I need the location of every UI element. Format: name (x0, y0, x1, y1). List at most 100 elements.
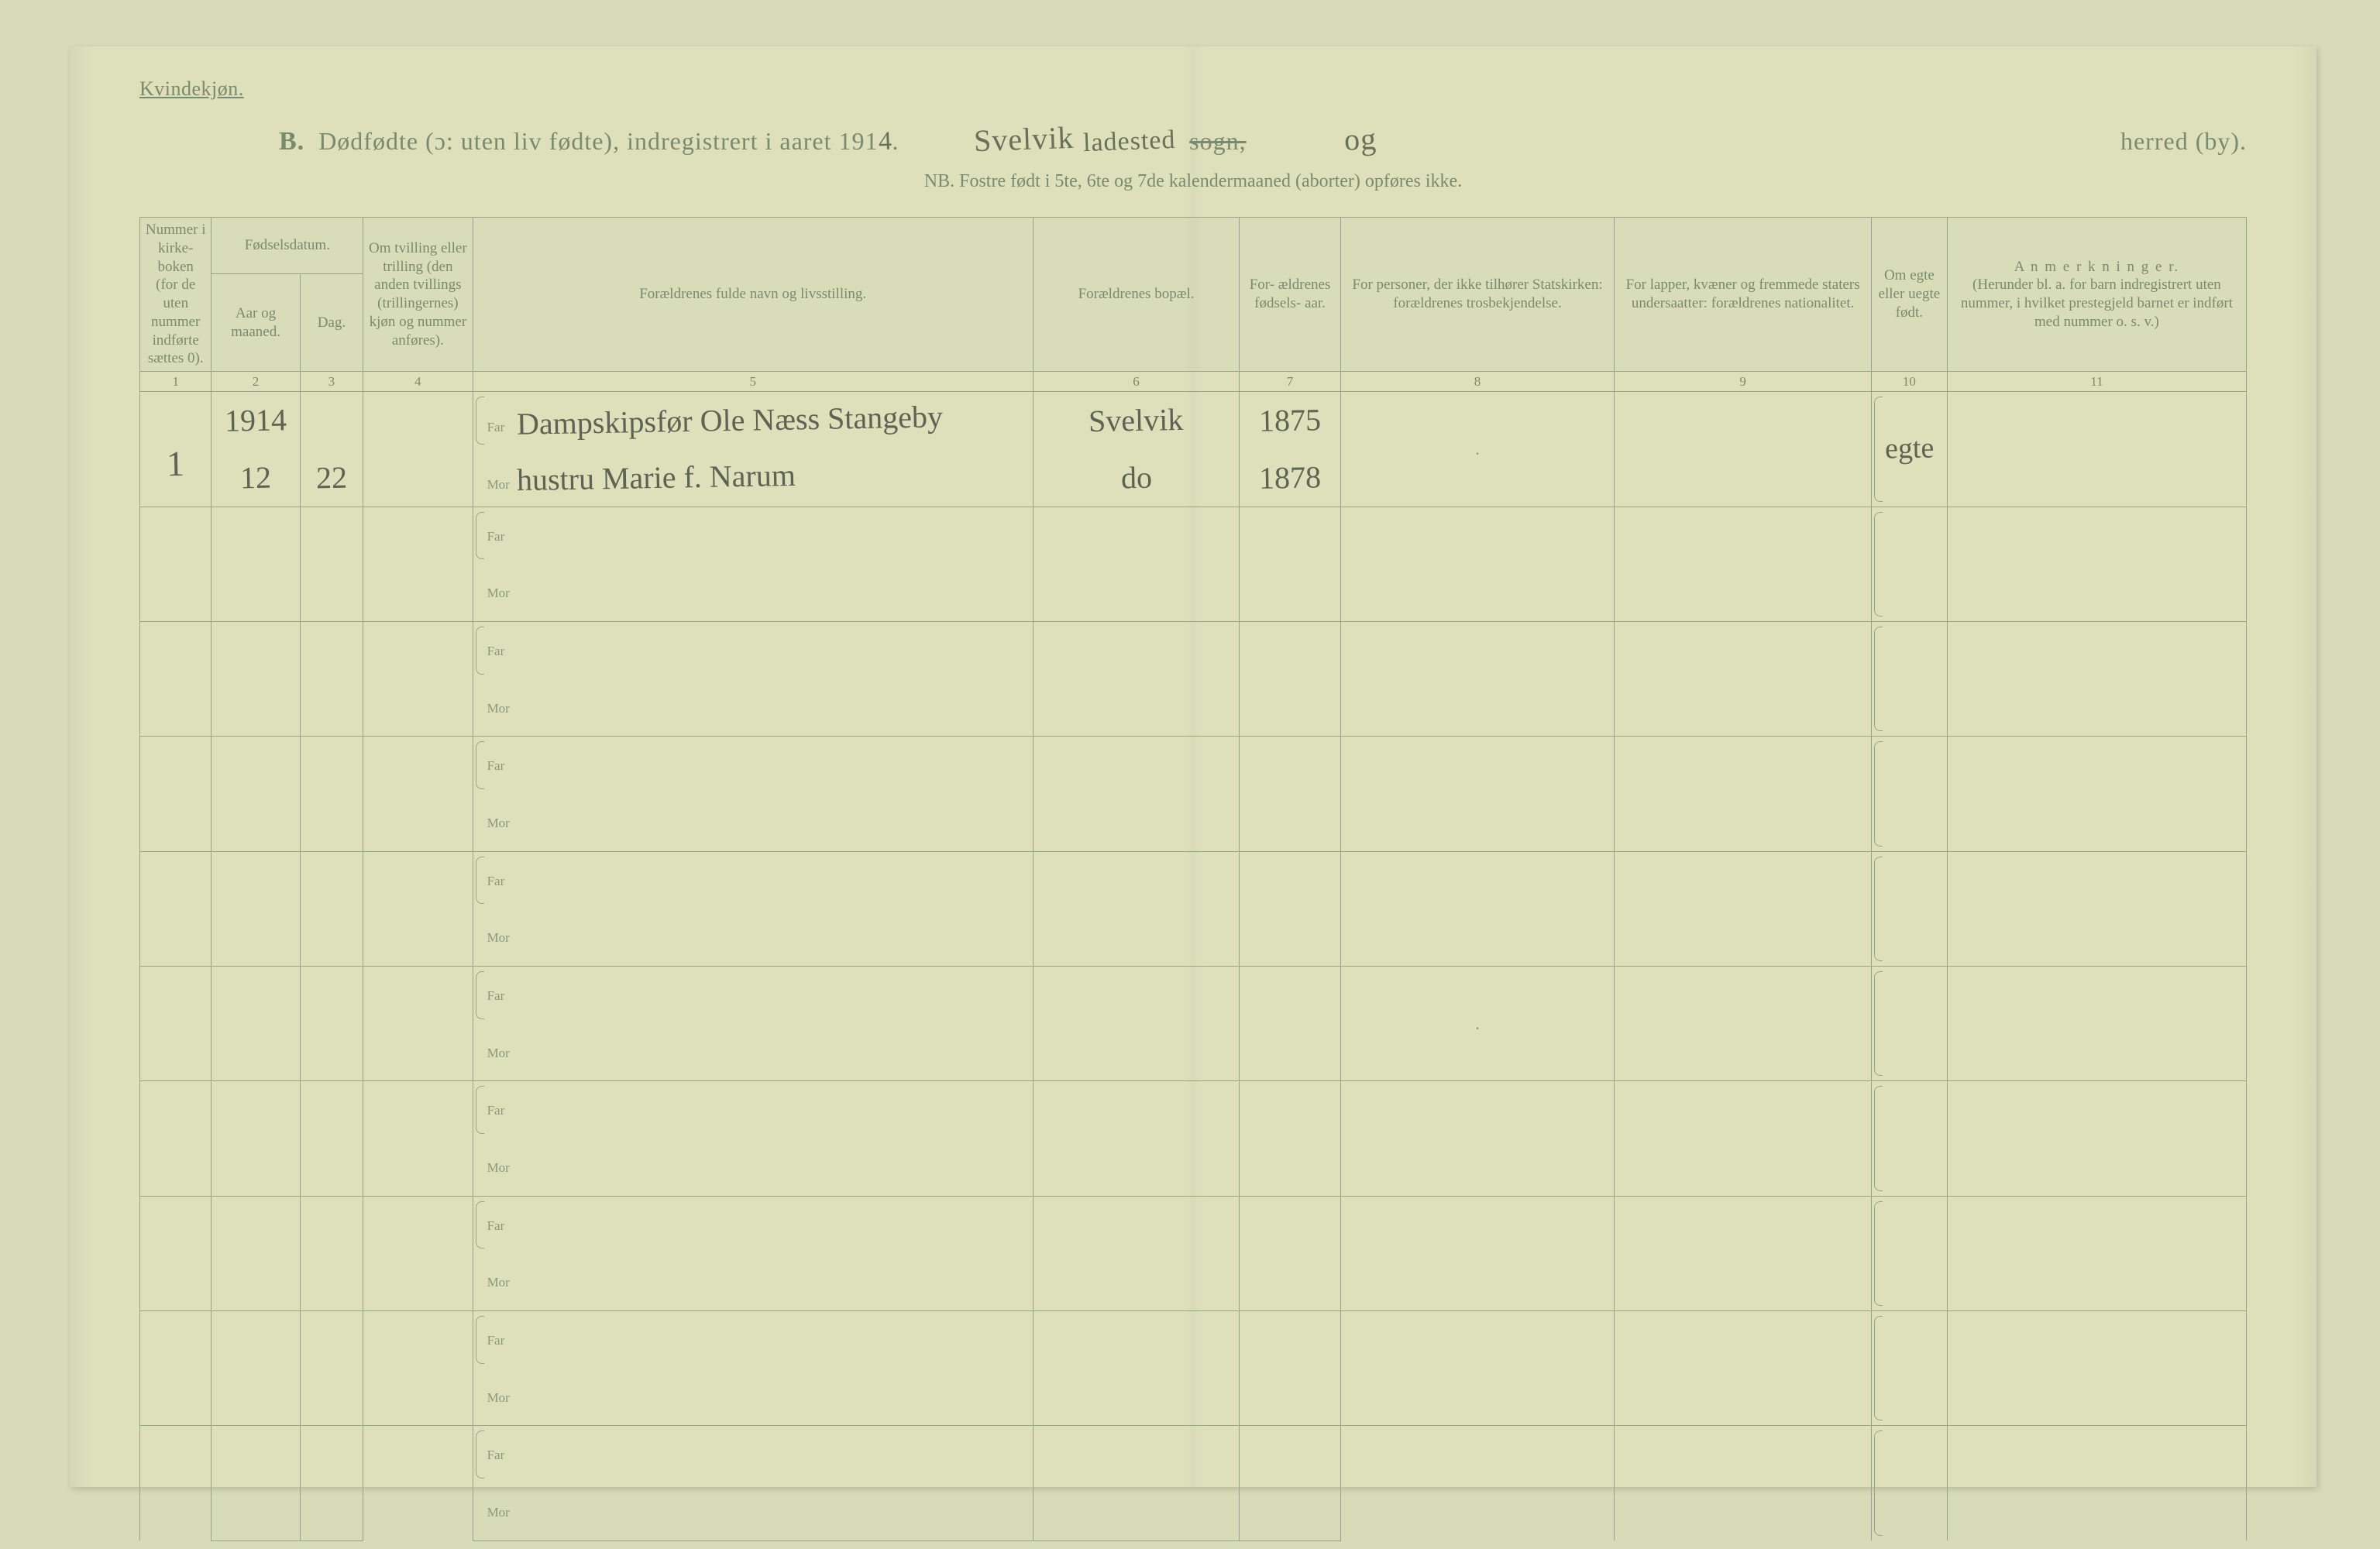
table-cell (1615, 851, 1872, 966)
table-cell (212, 1369, 300, 1426)
h-col7: For- ældrenes fødsels- aar. (1240, 218, 1341, 372)
table-cell (363, 851, 473, 966)
table-cell (1340, 1426, 1614, 1540)
table-cell (1615, 966, 1872, 1080)
table-cell (1871, 737, 1947, 851)
table-cell (1615, 1426, 1872, 1540)
table-cell (1947, 621, 2246, 736)
table-body: 11914FarDampskipsfør Ole Næss StangebySv… (140, 392, 2247, 1541)
table-cell (140, 1311, 212, 1426)
table-cell (1615, 1196, 1872, 1310)
h-col2a: Aar og maaned. (212, 274, 300, 372)
table-cell (212, 737, 300, 794)
title-printed: Dødfødte (ɔ: uten liv fødte), indregistr… (318, 127, 899, 156)
mor-label: Mor (480, 1274, 517, 1290)
table-row: Far (140, 507, 2247, 564)
table-cell (1615, 392, 1872, 507)
table-cell (1871, 851, 1947, 966)
table-cell (1871, 621, 1947, 736)
far-label: Far (480, 528, 517, 544)
table-cell (1033, 1139, 1239, 1196)
head-row-nums: 1 2 3 4 5 6 7 8 9 10 11 (140, 372, 2247, 392)
table-cell: do (1033, 449, 1239, 507)
table-cell (1240, 1139, 1341, 1196)
handwritten-entry: 1878 (1259, 458, 1322, 497)
table-cell (1615, 737, 1872, 851)
table-cell (212, 851, 300, 908)
table-cell: Mor (473, 1483, 1033, 1540)
n8: 8 (1340, 372, 1614, 392)
table-row: Far (140, 1081, 2247, 1139)
table-cell (1033, 1196, 1239, 1253)
handwritten-entry: 1914 (225, 400, 287, 440)
table-cell (363, 1311, 473, 1426)
n1: 1 (140, 372, 212, 392)
mor-label: Mor (480, 476, 517, 493)
table-row: 11914FarDampskipsfør Ole Næss StangebySv… (140, 392, 2247, 449)
h-col10: Om egte eller uegte født. (1871, 218, 1947, 372)
table-cell: FarDampskipsfør Ole Næss Stangeby (473, 392, 1033, 449)
table-cell (1240, 564, 1341, 621)
table-cell (1033, 1483, 1239, 1540)
herred-label: herred (by). (2120, 127, 2247, 156)
h-col11-sub: (Herunder bl. a. for barn indregistrert … (1952, 276, 2241, 331)
table-cell (1033, 737, 1239, 794)
ledger-table-wrap: Nummer i kirke- boken (for de uten numme… (139, 217, 2247, 1456)
ladested-handwritten: ladested (1082, 125, 1176, 158)
sogn-label-struck: sogn, (1189, 127, 1246, 156)
table-cell (1240, 1024, 1341, 1081)
table-cell (300, 1196, 363, 1253)
table-cell (1947, 851, 2246, 966)
table-cell (1033, 794, 1239, 851)
table-cell (1871, 507, 1947, 621)
far-label: Far (480, 643, 517, 659)
table-cell (1240, 966, 1341, 1023)
h-col2-group: Fødselsdatum. (212, 218, 363, 274)
table-cell (1615, 1311, 1872, 1426)
handwritten-entry: Dampskipsfør Ole Næss Stangeby (516, 397, 943, 444)
table-cell (140, 507, 212, 621)
table-cell (140, 1081, 212, 1196)
ledger-table: Nummer i kirke- boken (for de uten numme… (139, 217, 2247, 1541)
handwritten-entry: egte (1884, 431, 1934, 469)
table-cell (300, 1483, 363, 1540)
mor-label: Mor (480, 1159, 517, 1176)
table-cell (300, 1426, 363, 1483)
table-cell (1340, 737, 1614, 851)
table-cell (140, 966, 212, 1080)
table-row: Far (140, 737, 2247, 794)
table-cell (1340, 1311, 1614, 1426)
table-cell (1947, 737, 2246, 851)
table-cell (1615, 507, 1872, 621)
head-row-1: Nummer i kirke- boken (for de uten numme… (140, 218, 2247, 274)
table-cell (1871, 966, 1947, 1080)
table-cell (1240, 908, 1341, 966)
table-cell (1340, 1196, 1614, 1310)
table-cell (1033, 1081, 1239, 1139)
table-cell (363, 1196, 473, 1310)
table-cell (212, 1426, 300, 1483)
section-letter: B. (279, 127, 304, 156)
table-cell (1240, 851, 1341, 908)
table-cell (300, 966, 363, 1023)
mor-label: Mor (480, 700, 517, 716)
table-row: Far (140, 851, 2247, 908)
table-cell (300, 794, 363, 851)
table-row: Far (140, 1426, 2247, 1483)
table-cell (1340, 507, 1614, 621)
table-cell (1240, 794, 1341, 851)
table-cell (212, 1196, 300, 1253)
table-cell (1871, 1426, 1947, 1540)
table-cell: Far (473, 1081, 1033, 1139)
table-cell: Morhustru Marie f. Narum (473, 449, 1033, 507)
table-cell (300, 1369, 363, 1426)
table-cell: Mor (473, 908, 1033, 966)
table-cell (1033, 507, 1239, 564)
handwritten-entry: 1 (167, 441, 185, 486)
table-cell (1033, 1024, 1239, 1081)
table-cell (212, 621, 300, 678)
gender-corner-label: Kvindekjøn. (139, 77, 2247, 101)
h-col5: Forældrenes fulde navn og livsstilling. (473, 218, 1033, 372)
table-cell (1033, 564, 1239, 621)
table-cell (1240, 1426, 1341, 1483)
